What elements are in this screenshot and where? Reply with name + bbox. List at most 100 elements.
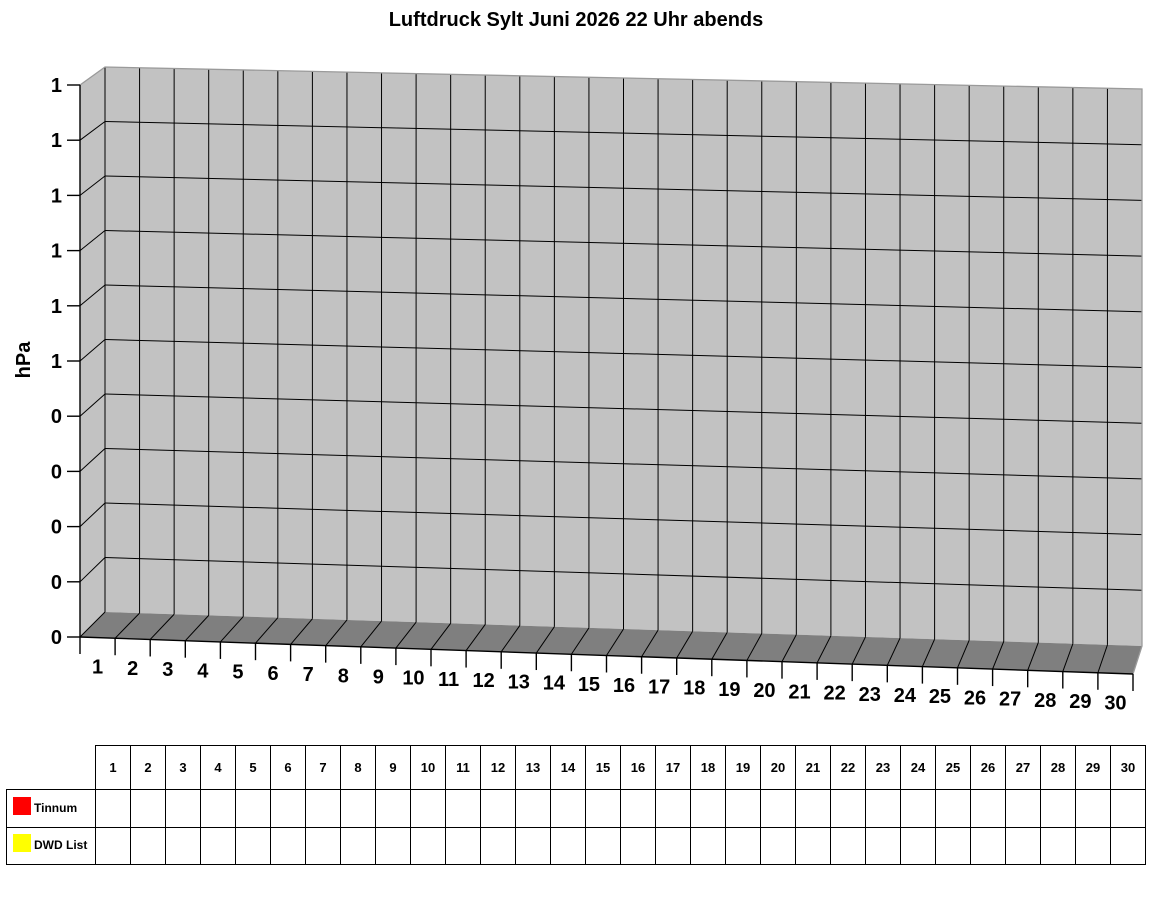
- table-cell: [165, 789, 201, 828]
- y-tick-label: 0: [51, 406, 62, 428]
- table-cell: [550, 789, 586, 828]
- table-col-header: 3: [165, 745, 201, 790]
- table-col-header: 17: [655, 745, 691, 790]
- table-row: Tinnum: [6, 789, 1146, 828]
- table-cell: [1110, 827, 1146, 865]
- table-col-header: 1: [95, 745, 131, 790]
- table-col-header: 28: [1040, 745, 1076, 790]
- gridline-floor: [711, 632, 728, 660]
- table-cell: [1075, 827, 1111, 865]
- table-cell: [165, 827, 201, 865]
- gridline-floor: [606, 628, 624, 656]
- gridline-floor: [957, 640, 970, 669]
- gridline-sidewall: [79, 339, 106, 362]
- table-col-header: 19: [725, 745, 761, 790]
- x-axis-label: 15: [578, 674, 600, 696]
- table-cell: [375, 789, 411, 828]
- x-axis-label: 5: [232, 662, 243, 684]
- gridline-floor: [395, 621, 417, 649]
- x-axis-label: 13: [508, 671, 530, 693]
- chart-floor: [80, 612, 1142, 674]
- table-col-header: 14: [550, 745, 586, 790]
- table-cell: [725, 789, 761, 828]
- table-cell: [410, 789, 446, 828]
- table-col-header: 12: [480, 745, 516, 790]
- gridline-floor: [1097, 644, 1108, 673]
- x-axis-label: 14: [543, 673, 566, 695]
- table-cell: [445, 827, 481, 865]
- table-cell: [200, 827, 236, 865]
- table-header-row: 1 2 3 4 5 6 7 8 9 10 11 12 13 14 15 16 17 18 19 20 21 22 23 24 2…: [6, 745, 1146, 790]
- table-cell: [340, 789, 376, 828]
- table-col-header: 10: [410, 745, 446, 790]
- table-cell: [760, 827, 796, 865]
- table-col-header: 20: [760, 745, 796, 790]
- x-axis-label: 17: [648, 676, 670, 698]
- table-cell: [1040, 827, 1076, 865]
- x-axis-label: 3: [162, 659, 173, 681]
- x-axis-label: 16: [613, 675, 635, 697]
- y-axis-title: hPa: [13, 341, 35, 379]
- table-col-header: 26: [970, 745, 1006, 790]
- x-axis-label: 23: [859, 684, 881, 706]
- table-cell: [830, 827, 866, 865]
- x-axis-label: 24: [894, 685, 917, 707]
- gridline-floor: [746, 633, 763, 661]
- table-cell: [725, 827, 761, 865]
- table-col-header: 24: [900, 745, 936, 790]
- data-table: 1 2 3 4 5 6 7 8 9 10 11 12 13 14 15 16 17 18 19 20 21 22 23 24 2…: [6, 745, 1146, 865]
- x-axis-label: 18: [683, 678, 705, 700]
- gridline-floor: [1062, 643, 1074, 672]
- x-axis-label: 30: [1104, 692, 1126, 714]
- x-axis-label: 11: [438, 669, 459, 691]
- table-cell: [270, 789, 306, 828]
- table-cell: [935, 789, 971, 828]
- x-axis-label: 10: [402, 668, 424, 690]
- x-axis-label: 2: [127, 658, 138, 680]
- y-tick-label: 1: [51, 241, 62, 263]
- table-cell: [865, 789, 901, 828]
- table-col-header: 27: [1005, 745, 1041, 790]
- legend-swatch: [13, 796, 31, 815]
- gridline-floor: [992, 641, 1005, 670]
- x-axis-label: 20: [753, 680, 775, 702]
- gridline-floor: [360, 620, 382, 648]
- table-cell: [445, 789, 481, 828]
- gridline-sidewall: [79, 393, 106, 417]
- x-axis-label: 22: [824, 683, 846, 705]
- x-axis-label: 9: [373, 666, 384, 688]
- table-cell: [795, 827, 831, 865]
- table-col-header: 5: [235, 745, 271, 790]
- table-cell: [480, 827, 516, 865]
- x-axis-label: 8: [338, 665, 349, 687]
- table-cell: [305, 827, 341, 865]
- x-axis-label: 28: [1034, 690, 1056, 712]
- gridline-sidewall: [79, 284, 106, 307]
- gridline-floor: [114, 612, 140, 639]
- gridline-floor: [570, 627, 590, 655]
- table-col-header: 23: [865, 745, 901, 790]
- x-axis-label: 25: [929, 686, 951, 708]
- table-cell: [95, 827, 131, 865]
- table-col-header: 11: [445, 745, 481, 790]
- table-col-header: 21: [795, 745, 831, 790]
- table-col-header: 7: [305, 745, 341, 790]
- table-cell: [270, 827, 306, 865]
- table-cell: [375, 827, 411, 865]
- gridline-sidewall: [79, 557, 106, 583]
- table-cell: [235, 789, 271, 828]
- table-cell: [690, 827, 726, 865]
- table-col-header: 4: [200, 745, 236, 790]
- gridline-floor: [781, 634, 797, 662]
- gridline-floor: [816, 635, 832, 664]
- gridline-floor: [1027, 642, 1039, 671]
- table-cell: [585, 789, 621, 828]
- gridline-floor: [430, 623, 452, 650]
- y-tick-label: 0: [51, 517, 62, 539]
- legend-row-label: DWD List: [6, 827, 96, 865]
- x-axis-label: 7: [303, 664, 314, 686]
- table-col-header: 15: [585, 745, 621, 790]
- gridline-floor: [851, 636, 866, 665]
- x-axis-label: 27: [999, 689, 1021, 711]
